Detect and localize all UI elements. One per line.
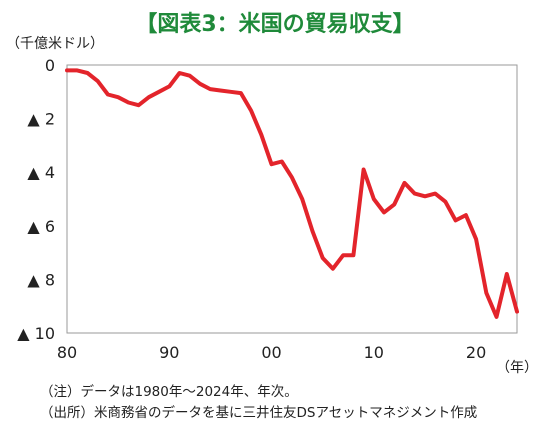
x-tick-label: 90	[159, 343, 179, 362]
y-axis-unit-label: （千億米ドル）	[6, 36, 104, 52]
y-tick-label: ▲ 6	[27, 217, 55, 236]
x-tick-label: 80	[57, 343, 77, 362]
y-tick-label: 0	[45, 56, 55, 75]
x-axis-unit-label: （年）	[496, 360, 538, 376]
y-tick-label: ▲ 2	[27, 110, 55, 129]
plot-frame	[66, 64, 518, 334]
series-line	[65, 68, 519, 319]
x-tick-label: 00	[261, 343, 281, 362]
chart-title: 【図表3：米国の貿易収支】	[135, 12, 415, 37]
chart-note: （注）データは1980年～2024年、年次。	[40, 384, 298, 400]
y-tick-label: ▲ 10	[17, 324, 55, 343]
y-tick-label: ▲ 4	[27, 163, 55, 182]
x-tick-label: 20	[466, 343, 486, 362]
y-tick-label: ▲ 8	[27, 270, 55, 289]
chart-source: （出所）米商務省のデータを基に三井住友DSアセットマネジメント作成	[40, 405, 478, 421]
x-tick-label: 10	[364, 343, 384, 362]
